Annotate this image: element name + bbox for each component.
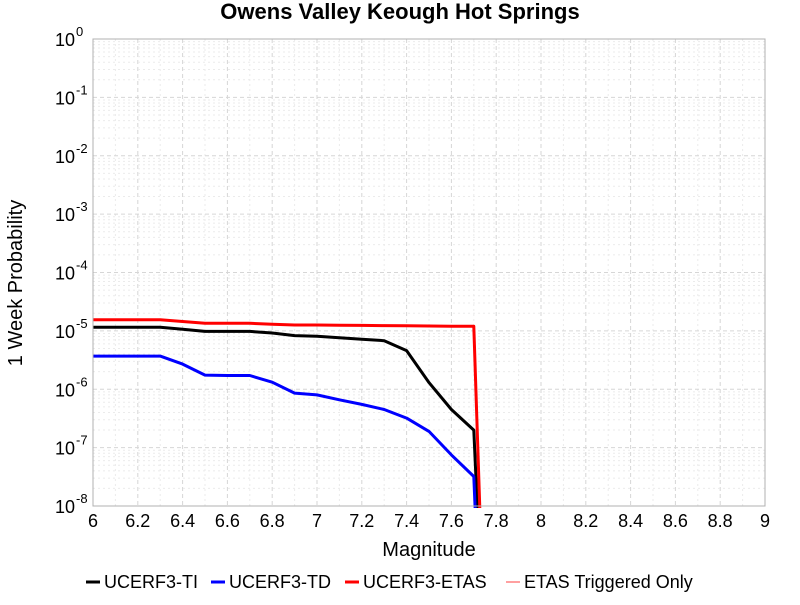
legend-label: UCERF3-ETAS bbox=[363, 572, 487, 592]
x-tick-label: 7.4 bbox=[394, 511, 419, 531]
x-tick-labels: 6 6.2 6.4 6.6 6.8 7 7.2 7.4 7.6 7.8 8 8.2 8.4 8.6 8.8 9 bbox=[88, 511, 770, 531]
x-tick-label: 7.6 bbox=[439, 511, 464, 531]
x-tick-label: 8.2 bbox=[573, 511, 598, 531]
y-tick-label: 10 bbox=[55, 205, 75, 225]
y-tick-exponent: -1 bbox=[76, 82, 88, 97]
y-tick-exponent: -7 bbox=[76, 433, 88, 448]
y-tick-exponent: -3 bbox=[76, 199, 88, 214]
x-tick-label: 8.8 bbox=[708, 511, 733, 531]
x-tick-label: 7.8 bbox=[484, 511, 509, 531]
x-tick-label: 6.6 bbox=[215, 511, 240, 531]
x-tick-label: 6 bbox=[88, 511, 98, 531]
y-tick-label: 10 bbox=[55, 439, 75, 459]
y-tick-exponent: -2 bbox=[76, 141, 88, 156]
legend-label: UCERF3-TD bbox=[229, 572, 331, 592]
y-axis-label: 1 Week Probability bbox=[5, 200, 27, 366]
y-tick-label: 10 bbox=[55, 88, 75, 108]
y-tick-label: 10 bbox=[55, 30, 75, 50]
y-tick-label: 10 bbox=[55, 322, 75, 342]
y-tick-label: 10 bbox=[55, 264, 75, 284]
y-tick-exponent: -8 bbox=[76, 491, 88, 506]
y-tick-label: 10 bbox=[55, 380, 75, 400]
series-layer bbox=[93, 318, 482, 508]
x-tick-label: 6.2 bbox=[125, 511, 150, 531]
y-tick-label: 10 bbox=[55, 147, 75, 167]
series-line-ucerf3-td bbox=[93, 354, 477, 508]
series-line-ucerf3-ti bbox=[93, 325, 479, 508]
x-tick-label: 6.8 bbox=[260, 511, 285, 531]
series-line-ucerf3-etas bbox=[93, 318, 482, 508]
x-tick-label: 9 bbox=[760, 511, 770, 531]
x-tick-label: 8.6 bbox=[663, 511, 688, 531]
plot-frame bbox=[92, 38, 766, 507]
y-tick-label: 10 bbox=[55, 497, 75, 517]
y-tick-exponent: -4 bbox=[76, 258, 88, 273]
x-tick-label: 6.4 bbox=[170, 511, 195, 531]
y-tick-exponent: -5 bbox=[76, 316, 88, 331]
legend-label: ETAS Triggered Only bbox=[524, 572, 693, 592]
y-tick-exponent: -6 bbox=[76, 374, 88, 389]
y-tick-exponent: 0 bbox=[76, 24, 83, 39]
legend: UCERF3-TI UCERF3-TD UCERF3-ETAS ETAS Trigge… bbox=[86, 572, 693, 592]
x-tick-label: 7.2 bbox=[349, 511, 374, 531]
chart-title: Owens Valley Keough Hot Springs bbox=[220, 0, 579, 24]
x-tick-label: 7 bbox=[312, 511, 322, 531]
legend-label: UCERF3-TI bbox=[104, 572, 198, 592]
x-tick-label: 8.4 bbox=[618, 511, 643, 531]
x-axis-label: Magnitude bbox=[382, 539, 475, 561]
x-tick-label: 8 bbox=[536, 511, 546, 531]
